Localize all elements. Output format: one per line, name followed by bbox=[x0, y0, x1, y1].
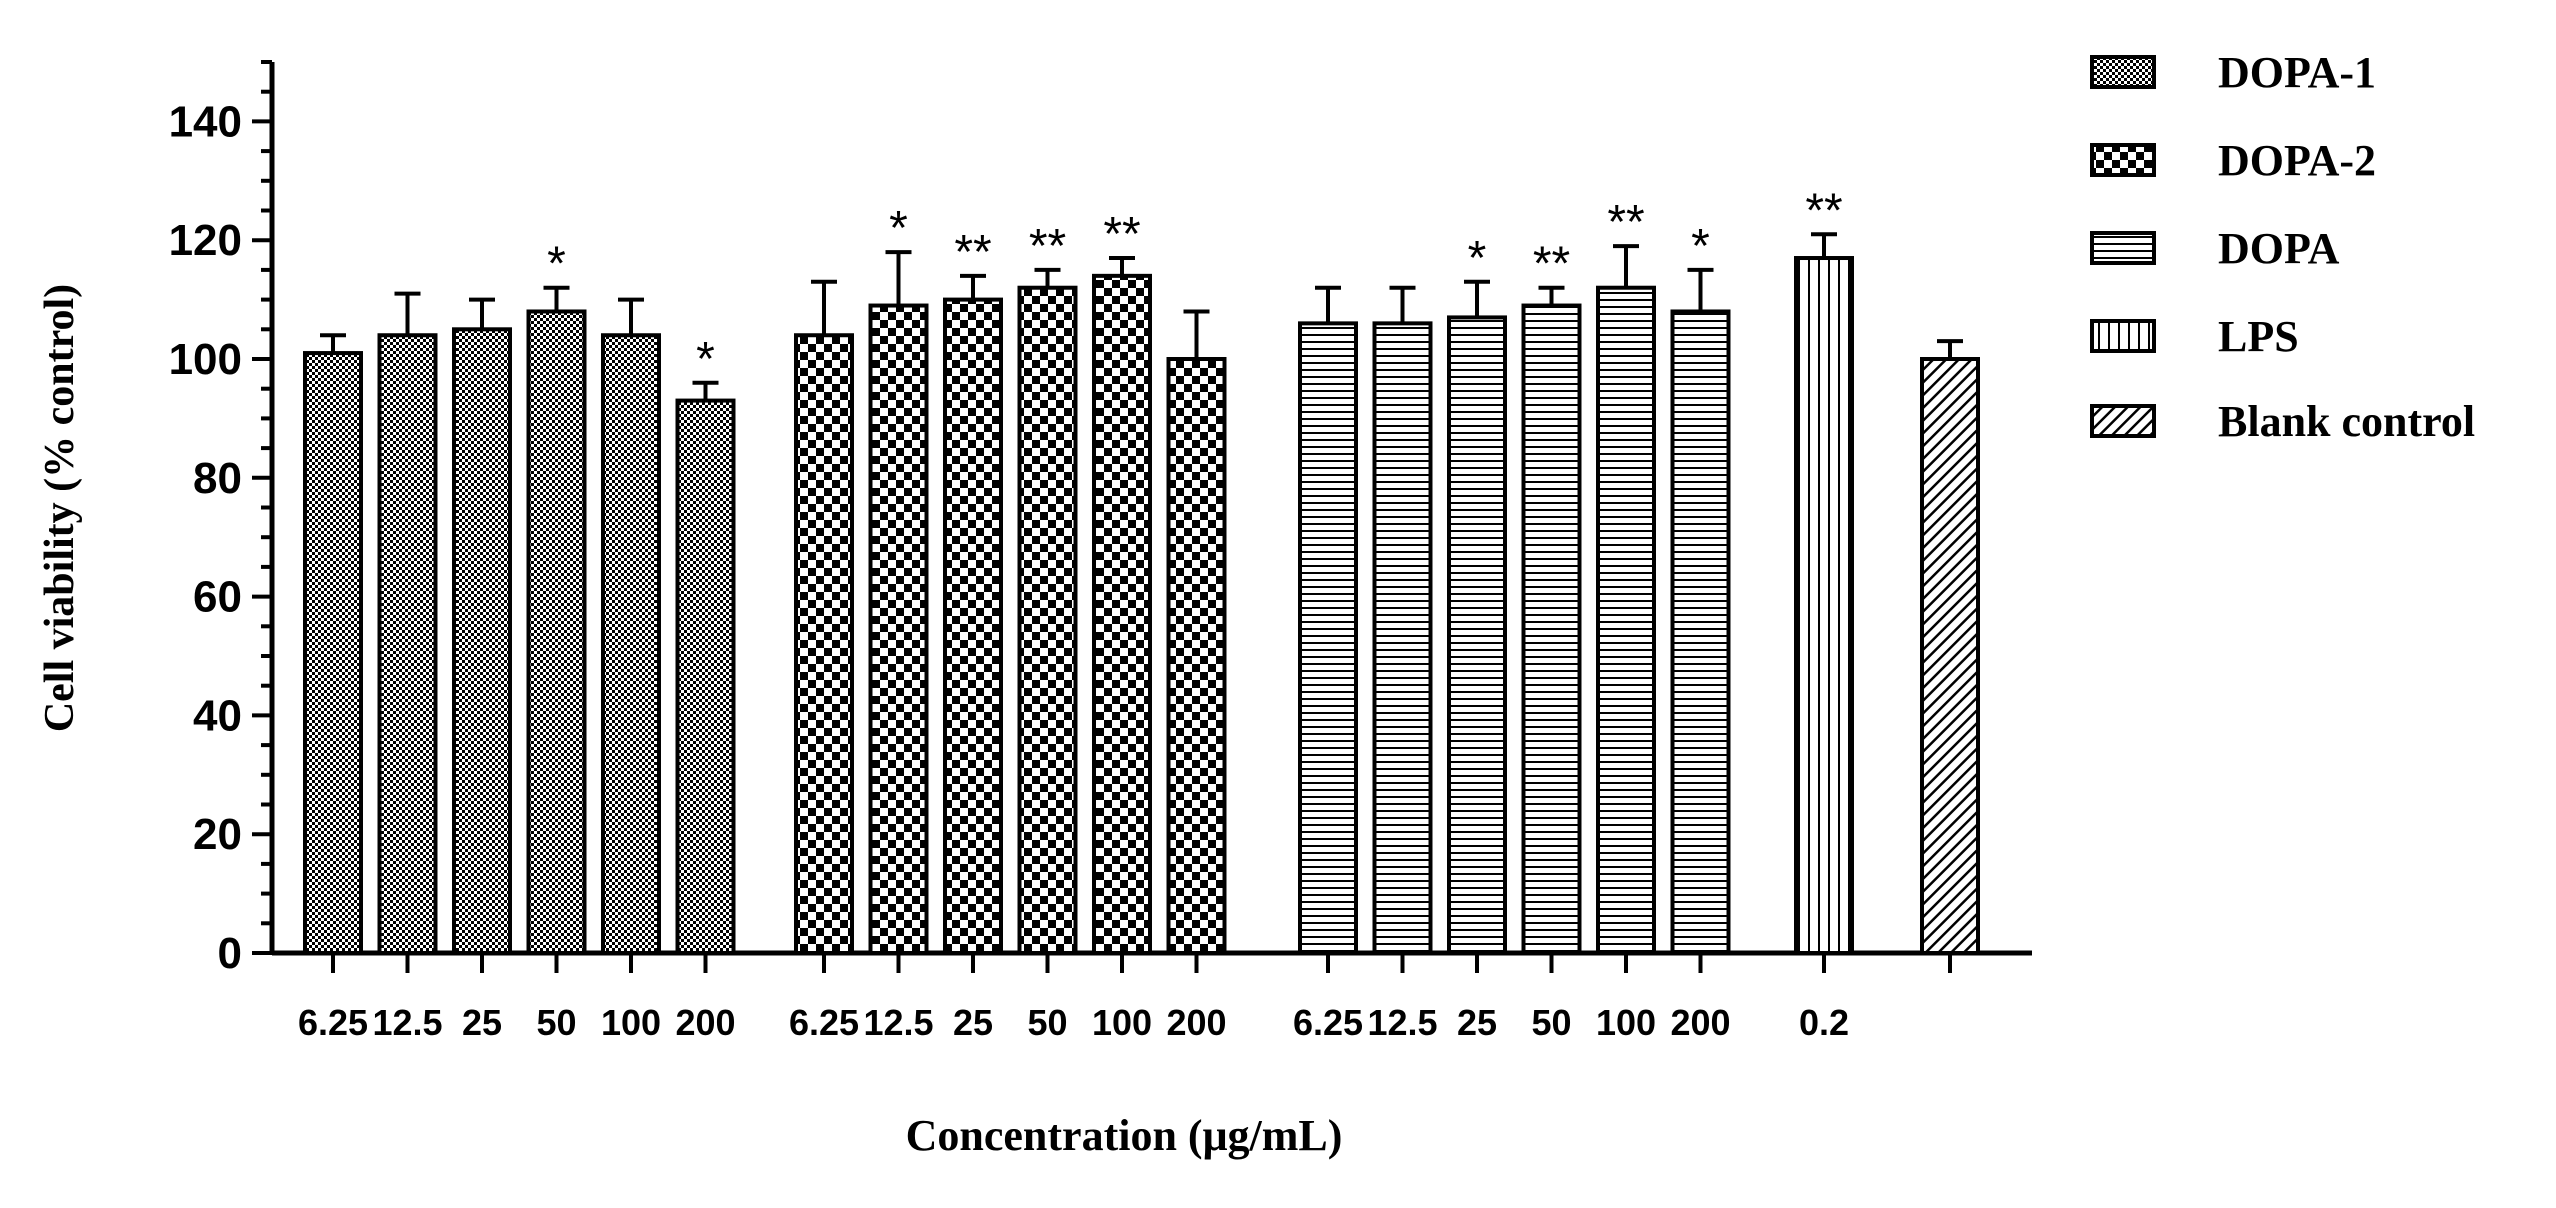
bar bbox=[794, 333, 854, 955]
x-tick-label: 100 bbox=[1596, 1002, 1656, 1043]
legend-label: LPS bbox=[2218, 312, 2299, 361]
labels: 0 20 40 60 80 100 120 140 Cell viability (% cont… bbox=[37, 97, 1849, 1160]
bar bbox=[1166, 357, 1227, 955]
bar bbox=[675, 398, 736, 955]
bar bbox=[1596, 285, 1656, 956]
x-tick-label: 25 bbox=[1457, 1002, 1497, 1043]
x-tick-label: 12.5 bbox=[863, 1002, 933, 1043]
bar bbox=[1092, 273, 1152, 955]
significance-label: ** bbox=[1533, 238, 1570, 291]
x-tick-label: 12.5 bbox=[1367, 1002, 1437, 1043]
bar bbox=[943, 297, 1003, 956]
y-tick-label: 0 bbox=[218, 929, 242, 978]
legend-swatch bbox=[2090, 143, 2156, 177]
y-tick-label: 20 bbox=[193, 810, 242, 859]
y-tick-label: 100 bbox=[169, 335, 242, 384]
x-tick-label: 12.5 bbox=[372, 1002, 442, 1043]
x-tick-label: 50 bbox=[536, 1002, 576, 1043]
bar bbox=[1372, 321, 1433, 955]
y-tick-label: 140 bbox=[169, 97, 242, 146]
bar bbox=[601, 333, 661, 955]
legend-swatch bbox=[2090, 319, 2156, 353]
legend-label: DOPA bbox=[2218, 224, 2340, 273]
bar bbox=[452, 327, 512, 955]
x-tick-label: 100 bbox=[601, 1002, 661, 1043]
bar bbox=[1521, 303, 1582, 956]
bar bbox=[377, 333, 438, 955]
y-tick-label: 60 bbox=[193, 573, 242, 622]
y-tick-label: 80 bbox=[193, 454, 242, 503]
bar bbox=[1298, 321, 1358, 955]
bar bbox=[1447, 315, 1507, 956]
x-tick-label: 50 bbox=[1531, 1002, 1571, 1043]
legend-swatch bbox=[2090, 231, 2156, 265]
y-tick-label: 120 bbox=[169, 216, 242, 265]
bar bbox=[526, 309, 587, 956]
significance-label: * bbox=[1691, 220, 1710, 273]
bar bbox=[1670, 309, 1731, 956]
significance-label: ** bbox=[954, 226, 991, 279]
bar bbox=[1794, 256, 1854, 955]
bar bbox=[868, 303, 929, 956]
legend-swatch bbox=[2090, 55, 2156, 89]
y-tick-label: 40 bbox=[193, 691, 242, 740]
x-axis-title: Concentration (μg/mL) bbox=[906, 1111, 1343, 1160]
legend-label: DOPA-1 bbox=[2218, 48, 2376, 97]
x-tick-label: 200 bbox=[675, 1002, 735, 1043]
x-tick-label: 6.25 bbox=[789, 1002, 859, 1043]
x-tick-label: 6.25 bbox=[298, 1002, 368, 1043]
bar bbox=[1017, 285, 1078, 956]
significance-label: ** bbox=[1029, 220, 1066, 273]
x-tick-label: 200 bbox=[1670, 1002, 1730, 1043]
x-tick-label: 50 bbox=[1027, 1002, 1067, 1043]
x-tick-label: 25 bbox=[953, 1002, 993, 1043]
x-tick-label: 100 bbox=[1092, 1002, 1152, 1043]
significance-label: * bbox=[889, 202, 908, 255]
y-axis-title: Cell viability (% control) bbox=[37, 284, 83, 732]
legend-label: DOPA-2 bbox=[2218, 136, 2376, 185]
legend-swatch bbox=[2090, 404, 2156, 438]
bar bbox=[303, 351, 363, 955]
x-tick-label: 0.2 bbox=[1799, 1002, 1849, 1043]
legend-label: Blank control bbox=[2218, 397, 2475, 446]
significance-label: ** bbox=[1103, 208, 1140, 261]
significance-label: * bbox=[696, 333, 715, 386]
bars bbox=[303, 232, 1980, 956]
x-tick-label: 25 bbox=[462, 1002, 502, 1043]
bar bbox=[1920, 357, 1980, 955]
x-tick-label: 6.25 bbox=[1293, 1002, 1363, 1043]
significance-label: ** bbox=[1805, 184, 1842, 237]
x-tick-label: 200 bbox=[1166, 1002, 1226, 1043]
significance-label: ** bbox=[1607, 196, 1644, 249]
significance-label: * bbox=[1468, 232, 1487, 285]
legend: DOPA-1 DOPA-2 DOPA LPS Blank control bbox=[2090, 48, 2475, 446]
significance-label: * bbox=[547, 238, 566, 291]
